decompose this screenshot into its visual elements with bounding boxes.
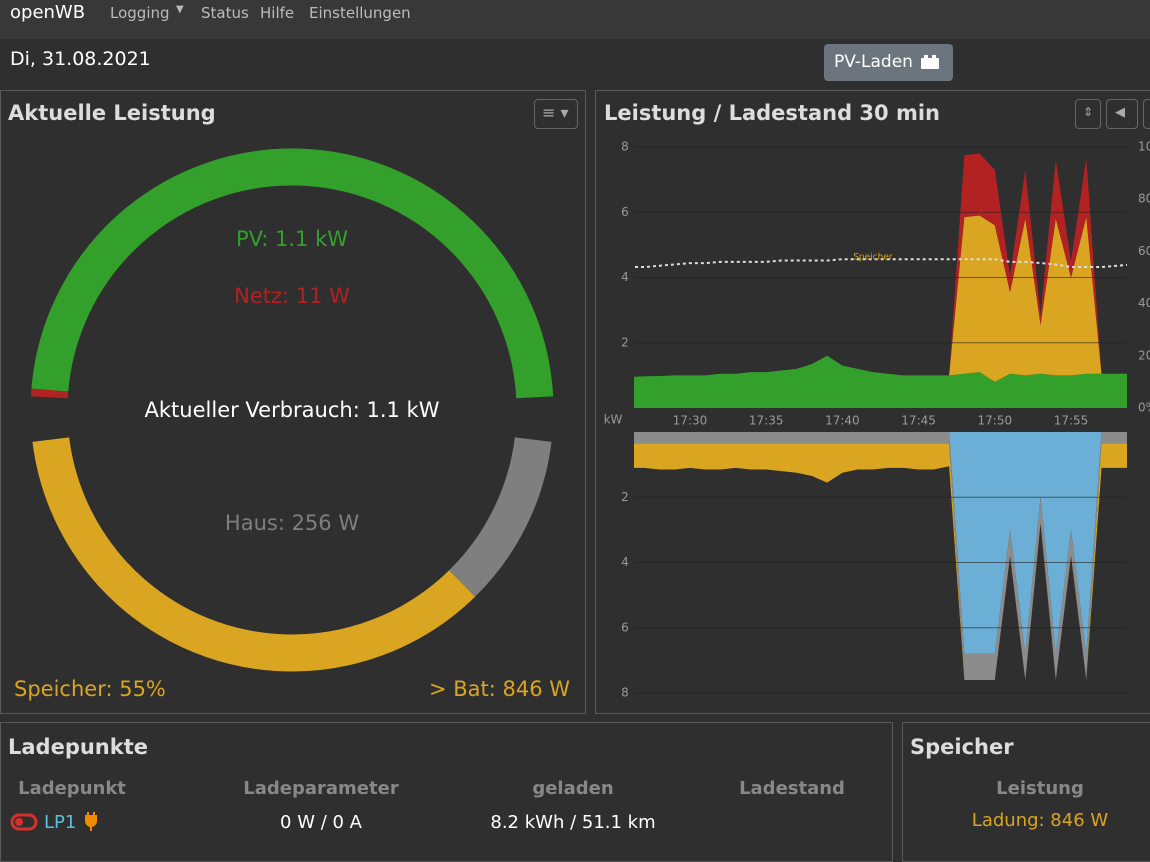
x-tick-label: 17:35 xyxy=(749,414,784,428)
charge-parameters: 0 W / 0 A xyxy=(280,812,363,833)
charged: 8.2 kWh / 51.1 km xyxy=(490,812,655,833)
center-label: Aktueller Verbrauch: 1.1 kW xyxy=(145,398,440,422)
charge-point-name[interactable]: LP1 xyxy=(44,812,76,833)
segment-label: Haus: 256 W xyxy=(225,511,359,535)
table-header: Leistung xyxy=(996,778,1084,799)
y-tick-label: 2 xyxy=(621,490,629,504)
y-tick-label: 2 xyxy=(621,335,629,349)
x-tick-label: 17:30 xyxy=(673,414,708,428)
y-tick-label: 6 xyxy=(621,620,629,634)
y-tick-label: 4 xyxy=(621,555,629,569)
y2-tick-label: 0% xyxy=(1138,401,1150,415)
area xyxy=(629,216,1132,382)
y-tick-label: 8 xyxy=(621,686,629,700)
plug-icon xyxy=(86,812,96,831)
segment-label: PV: 1.1 kW xyxy=(236,227,348,251)
storage-soc: Speicher: 55% xyxy=(14,677,166,701)
table-header: Ladestand xyxy=(739,778,845,799)
y-tick-label: 6 xyxy=(621,205,629,219)
y2-tick-label: 80 xyxy=(1138,192,1150,206)
segment-label: > Bat: 846 W xyxy=(429,677,570,701)
x-tick-label: 17:50 xyxy=(978,414,1013,428)
y2-tick-label: 20 xyxy=(1138,348,1150,362)
x-tick-label: 17:45 xyxy=(901,414,936,428)
x-tick-label: 17:40 xyxy=(825,414,860,428)
y2-tick-label: 60 xyxy=(1138,244,1150,258)
table-header: geladen xyxy=(532,778,613,799)
segment-label: Netz: 11 W xyxy=(234,284,350,308)
donut-segment xyxy=(50,167,535,397)
y-tick-label: 4 xyxy=(621,270,629,284)
table-header: Ladepunkt xyxy=(18,778,126,799)
y-tick-label: 8 xyxy=(621,140,629,154)
y2-tick-label: 40 xyxy=(1138,296,1150,310)
y2-tick-label: 100 xyxy=(1138,140,1150,154)
toggle-knob xyxy=(15,818,23,826)
storage-power: Ladung: 846 W xyxy=(972,810,1109,831)
soc-label: Speicher xyxy=(853,253,893,263)
donut-segment xyxy=(462,440,533,584)
unit-label: kW xyxy=(604,413,623,427)
x-tick-label: 17:55 xyxy=(1054,414,1089,428)
donut-segment xyxy=(51,440,462,653)
table-header: Ladeparameter xyxy=(243,778,399,799)
